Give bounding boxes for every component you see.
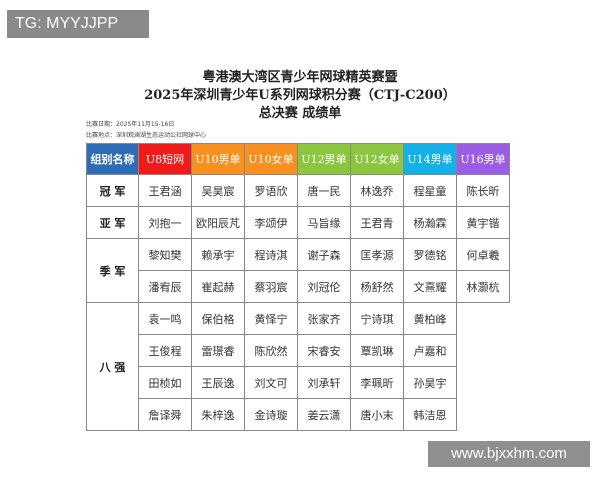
player-name: 孙昊宇: [403, 366, 457, 399]
player-name: 吴昊宸: [191, 174, 245, 207]
player-name: 宋睿安: [297, 334, 351, 367]
header-cell: U16男单: [456, 143, 510, 175]
player-name: 袁一鸣: [138, 302, 192, 335]
player-name: 刘抱一: [138, 206, 192, 239]
player-name: 林灏杭: [456, 270, 510, 303]
player-name: 韩洁恩: [403, 398, 457, 431]
watermark-bottom: www.bjxxhm.com: [428, 441, 590, 467]
player-name: 赖承宇: [191, 238, 245, 271]
player-name: 程星童: [403, 174, 457, 207]
player-name: 覃凯琳: [350, 334, 404, 367]
table-row: 潘宥辰 崔起赫 蔡羽宸 刘冠伦 杨舒然 文熹耀 林灏杭: [87, 270, 510, 303]
player-name: 匡孝源: [350, 238, 404, 271]
player-name: 林逸乔: [350, 174, 404, 207]
player-name: 刘冠伦: [297, 270, 351, 303]
player-name: 杨舒然: [350, 270, 404, 303]
player-name: 陈长昕: [456, 174, 510, 207]
player-name: 蔡羽宸: [244, 270, 298, 303]
header-cell: 组别名称: [86, 143, 139, 175]
player-name: 保伯格: [191, 302, 245, 335]
player-name: 何卓羲: [456, 238, 510, 271]
category-label: 季 军: [86, 238, 139, 303]
header-cell: U12男单: [297, 143, 351, 175]
title-line-3: 总决赛 成绩单: [258, 106, 342, 121]
player-name: 潘宥辰: [138, 270, 192, 303]
player-name: 杨瀚霖: [403, 206, 457, 239]
table-row: 亚 军刘抱一 欧阳辰芃 李颂伊 马旨缘 王君青 杨瀚霖 黄宇锴: [86, 206, 510, 239]
player-name: 黎知樊: [138, 238, 192, 271]
category-label: 冠 军: [86, 174, 139, 207]
player-name: 谢子森: [297, 238, 351, 271]
player-name: 罗语欣: [244, 174, 298, 207]
player-name: 欧阳辰芃: [191, 206, 245, 239]
player-name: 文熹耀: [403, 270, 457, 303]
empty-cell: [457, 399, 510, 431]
watermark-top: TG: MYYJJPP: [7, 10, 149, 38]
player-name: 刘承轩: [297, 366, 351, 399]
category-label: 八 强: [86, 302, 139, 431]
player-name: 宁诗琪: [350, 302, 404, 335]
table-row: 季 军黎知樊 赖承宇 程诗淇 谢子森 匡孝源 罗德铭 何卓羲: [86, 238, 510, 303]
player-name: 陈欣然: [244, 334, 298, 367]
event-date: 比赛日期：2025年11月15-16日: [86, 121, 175, 128]
player-name: 雷璟睿: [191, 334, 245, 367]
header-cell: U14男单: [403, 143, 457, 175]
player-name: 朱梓逸: [191, 398, 245, 431]
table-row: 詹译舜 朱梓逸 金诗璇 姜云潇 唐小末 韩洁恩: [87, 398, 510, 431]
player-name: 黄柏峰: [403, 302, 457, 335]
player-name: 李颂伊: [244, 206, 298, 239]
title-line-1: 粤港澳大湾区青少年网球精英赛暨: [202, 70, 398, 85]
player-name: 王俊程: [138, 334, 192, 367]
header-row: 组别名称 U8短网 U10男单 U10女单 U12男单 U12女单 U14男单 U16男单: [86, 143, 510, 175]
player-name: 崔起赫: [191, 270, 245, 303]
player-name: 王辰逸: [191, 366, 245, 399]
player-name: 姜云潇: [297, 398, 351, 431]
event-venue: 比赛地点：深圳观澜湖生态运动公社网球中心: [86, 132, 207, 139]
header-cell: U8短网: [138, 143, 192, 175]
player-name: 李珮昕: [350, 366, 404, 399]
player-name: 唐一民: [297, 174, 351, 207]
player-name: 马旨缘: [297, 206, 351, 239]
table-row: 冠 军王君涵 吴昊宸 罗语欣 唐一民 林逸乔 程星童 陈长昕: [86, 174, 510, 207]
table-row: 八 强袁一鸣 保伯格 黄怿宁 张家齐 宁诗琪 黄柏峰: [86, 302, 510, 431]
table-row: 王俊程 雷璟睿 陈欣然 宋睿安 覃凯琳 卢嘉和: [87, 334, 510, 367]
results-table: 组别名称 U8短网 U10男单 U10女单 U12男单 U12女单 U14男单 U16男单 冠…: [86, 143, 510, 431]
player-name: 刘文可: [244, 366, 298, 399]
empty-cell: [457, 335, 510, 367]
header-cell: U10男单: [191, 143, 245, 175]
player-name: 程诗淇: [244, 238, 298, 271]
player-name: 田桢如: [138, 366, 192, 399]
table-row: 田桢如 王辰逸 刘文可 刘承轩 李珮昕 孙昊宇: [87, 366, 510, 399]
player-name: 卢嘉和: [403, 334, 457, 367]
player-name: 王君青: [350, 206, 404, 239]
title-line-2: 2025年深圳青少年U系列网球积分赛（CTJ-C200）: [144, 88, 456, 103]
player-name: 王君涵: [138, 174, 192, 207]
header-cell: U10女单: [244, 143, 298, 175]
player-name: 黄怿宁: [244, 302, 298, 335]
player-name: 金诗璇: [244, 398, 298, 431]
header-cell: U12女单: [350, 143, 404, 175]
category-label: 亚 军: [86, 206, 139, 239]
empty-cell: [457, 367, 510, 399]
player-name: 詹译舜: [138, 398, 192, 431]
player-name: 张家齐: [297, 302, 351, 335]
player-name: 黄宇锴: [456, 206, 510, 239]
empty-cell: [457, 303, 510, 335]
player-name: 唐小末: [350, 398, 404, 431]
player-name: 罗德铭: [403, 238, 457, 271]
